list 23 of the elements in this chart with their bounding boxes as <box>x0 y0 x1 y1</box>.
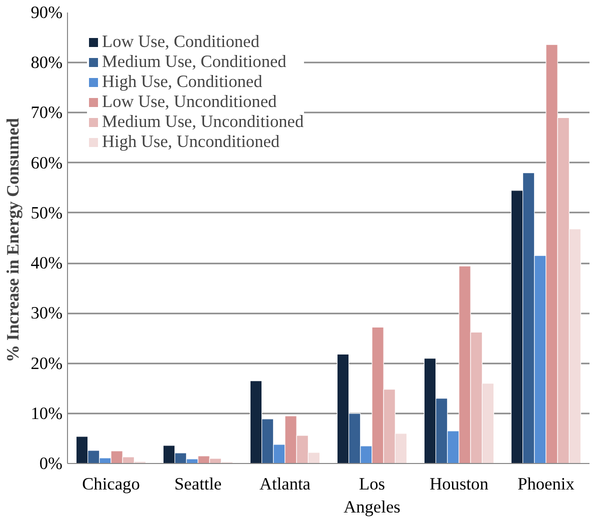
legend-label: Medium Use, Unconditioned <box>102 112 304 132</box>
y-tick-label: 60% <box>30 153 63 172</box>
x-tick-label: Atlanta <box>260 474 311 494</box>
y-tick-label: 50% <box>30 203 63 222</box>
legend-label: Medium Use, Conditioned <box>102 52 286 72</box>
x-tick-label: Seattle <box>174 474 222 494</box>
y-tick-label: 70% <box>30 103 63 122</box>
x-tick-label: Phoenix <box>518 474 575 494</box>
legend-label: Low Use, Conditioned <box>102 32 260 52</box>
y-tick-label: 10% <box>30 404 63 423</box>
y-axis-title: % Increase in Energy Consumed <box>4 118 23 362</box>
y-tick-label: 30% <box>30 304 63 323</box>
y-tick-label: 40% <box>30 254 63 273</box>
legend-label: High Use, Unconditioned <box>102 132 280 152</box>
legend-label: High Use, Conditioned <box>102 72 262 92</box>
y-tick-label: 90% <box>30 3 63 22</box>
y-tick-label: 80% <box>30 53 63 72</box>
x-tick-label: Los Angeles <box>344 474 401 516</box>
x-tick-label: Houston <box>430 474 489 494</box>
y-tick-label: 0% <box>39 454 63 473</box>
x-tick-label: Chicago <box>82 474 140 494</box>
y-tick-label: 20% <box>30 354 63 373</box>
legend-label: Low Use, Unconditioned <box>102 92 277 112</box>
